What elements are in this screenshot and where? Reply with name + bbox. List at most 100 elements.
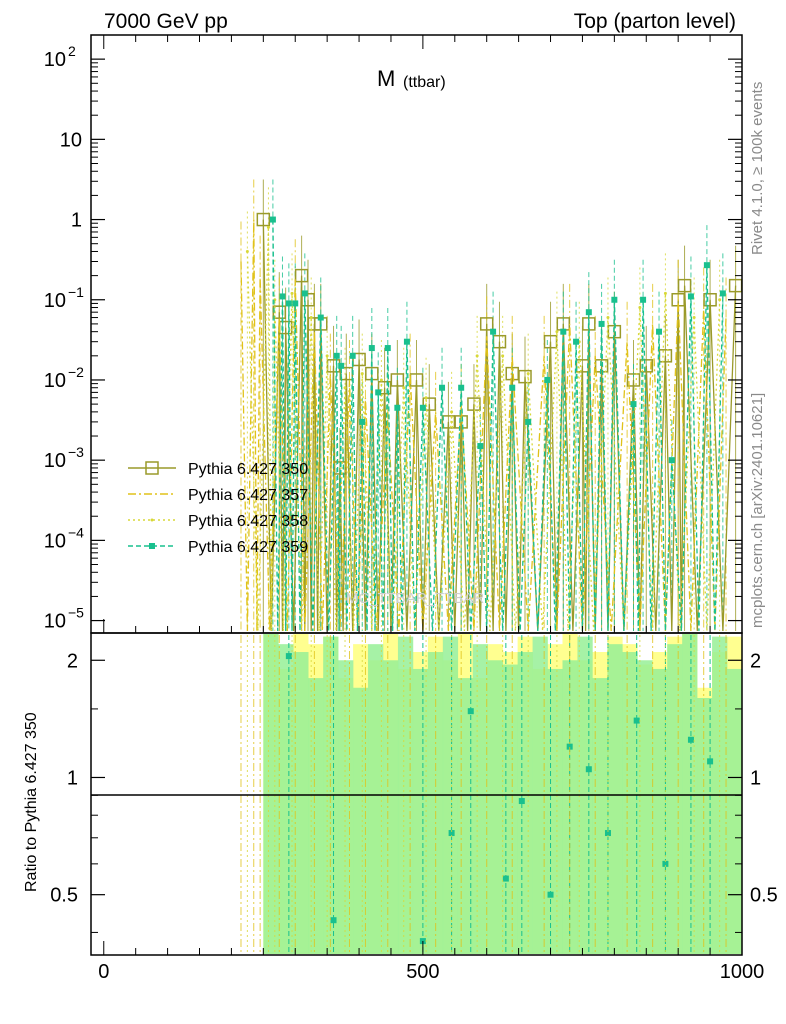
data-point bbox=[718, 298, 722, 302]
y-tick-label: 10 bbox=[44, 530, 66, 552]
legend-marker bbox=[149, 543, 155, 549]
ratio-point bbox=[633, 717, 640, 724]
x-tick-label: 0 bbox=[98, 961, 109, 983]
ratio-band-bar bbox=[427, 652, 444, 954]
ratio-band-bar bbox=[293, 652, 309, 954]
y-tick-label-exponent: −1 bbox=[68, 284, 84, 300]
data-point bbox=[352, 352, 366, 367]
data-point bbox=[450, 410, 454, 414]
data-point bbox=[575, 359, 590, 373]
y-tick-label: 10 bbox=[44, 611, 66, 633]
ratio-y-tick-label: 1 bbox=[67, 767, 78, 789]
legend-label: Pythia 6.427 359 bbox=[188, 539, 308, 556]
collision-energy-label: 7000 GeV pp bbox=[104, 10, 228, 33]
data-point bbox=[640, 296, 647, 303]
data-point bbox=[598, 320, 605, 327]
data-point bbox=[663, 291, 667, 295]
data-point bbox=[441, 415, 456, 429]
data-point bbox=[454, 415, 468, 429]
data-point bbox=[419, 404, 426, 411]
ratio-band-bar bbox=[592, 678, 608, 954]
ratio-band-bar bbox=[338, 660, 354, 954]
ratio-y-tick-label-right: 0.5 bbox=[750, 885, 778, 907]
ratio-band-bar bbox=[472, 644, 489, 954]
y-tick-label: 10 bbox=[44, 370, 66, 392]
ratio-point bbox=[502, 875, 509, 882]
ratio-point bbox=[566, 743, 573, 750]
data-point bbox=[703, 293, 717, 307]
data-point bbox=[703, 262, 710, 269]
data-point bbox=[560, 328, 567, 335]
rivet-version-label: Rivet 4.1.0, ≥ 100k events bbox=[749, 82, 766, 255]
data-point bbox=[585, 309, 592, 316]
y-tick-label: 1 bbox=[71, 210, 82, 232]
main-series-group bbox=[240, 212, 743, 632]
data-point bbox=[611, 296, 618, 303]
y-tick-label-exponent: −3 bbox=[68, 444, 84, 460]
data-point bbox=[475, 354, 479, 358]
data-point bbox=[377, 380, 392, 395]
ratio-band-bar bbox=[547, 668, 563, 954]
series-line bbox=[246, 227, 721, 632]
ratio-y-tick-label: 2 bbox=[67, 650, 78, 672]
data-point bbox=[245, 249, 249, 253]
series-line bbox=[262, 219, 737, 632]
ratio-band-bar bbox=[622, 652, 638, 954]
data-point bbox=[309, 316, 313, 320]
plot-subtitle: (ttbar) bbox=[403, 74, 446, 91]
ratio-y-tick-label: 0.5 bbox=[50, 885, 78, 907]
data-point bbox=[424, 396, 428, 400]
ratio-y-tick-label-right: 2 bbox=[750, 650, 761, 672]
data-point bbox=[555, 330, 559, 334]
y-tick-label-exponent: 2 bbox=[68, 43, 76, 59]
data-point bbox=[402, 386, 406, 390]
data-point bbox=[394, 404, 401, 411]
ratio-point bbox=[547, 891, 554, 898]
series-line bbox=[240, 219, 727, 632]
ratio-band-bar bbox=[637, 660, 653, 954]
x-tick-label: 500 bbox=[406, 961, 439, 983]
data-point bbox=[301, 290, 308, 297]
data-point bbox=[285, 300, 292, 307]
ratio-point bbox=[662, 860, 669, 867]
ratio-y-axis-label: Ratio to Pythia 6.427 350 bbox=[23, 712, 40, 892]
data-point bbox=[294, 268, 309, 283]
data-point bbox=[325, 354, 329, 358]
data-point bbox=[638, 306, 642, 310]
ratio-band-bar bbox=[667, 644, 683, 954]
legend-marker bbox=[150, 518, 154, 522]
data-point bbox=[606, 316, 610, 320]
data-point bbox=[379, 378, 383, 382]
y-tick-label: 10 bbox=[44, 290, 66, 312]
ratio-y-axis: 2 2 1 1 0.5 0.5 bbox=[50, 650, 778, 933]
ratio-band-bar bbox=[652, 668, 668, 954]
ratio-band-bar bbox=[382, 660, 399, 954]
data-point bbox=[490, 328, 497, 335]
ratio-point bbox=[707, 758, 714, 765]
ratio-band-bar bbox=[368, 644, 384, 954]
data-point bbox=[272, 305, 287, 319]
ratio-point bbox=[604, 830, 611, 837]
legend-label: Pythia 6.427 350 bbox=[188, 461, 308, 478]
data-point bbox=[384, 345, 391, 352]
data-point bbox=[594, 359, 609, 373]
ratio-band-bar bbox=[278, 644, 294, 954]
data-point bbox=[639, 359, 654, 373]
data-point bbox=[266, 225, 270, 229]
ratio-series-group bbox=[240, 635, 727, 953]
ratio-band-bar bbox=[487, 660, 503, 954]
y-tick-label-exponent: −2 bbox=[68, 364, 84, 380]
data-point bbox=[256, 212, 271, 227]
data-point bbox=[375, 389, 382, 396]
data-point bbox=[368, 345, 375, 352]
data-point bbox=[301, 293, 315, 307]
y-tick-label: 10 bbox=[44, 450, 66, 472]
data-point bbox=[477, 443, 484, 450]
data-point bbox=[279, 293, 286, 300]
legend-label: Pythia 6.427 358 bbox=[188, 513, 308, 530]
data-point bbox=[607, 324, 622, 339]
data-point bbox=[292, 300, 299, 307]
data-point bbox=[687, 293, 694, 300]
